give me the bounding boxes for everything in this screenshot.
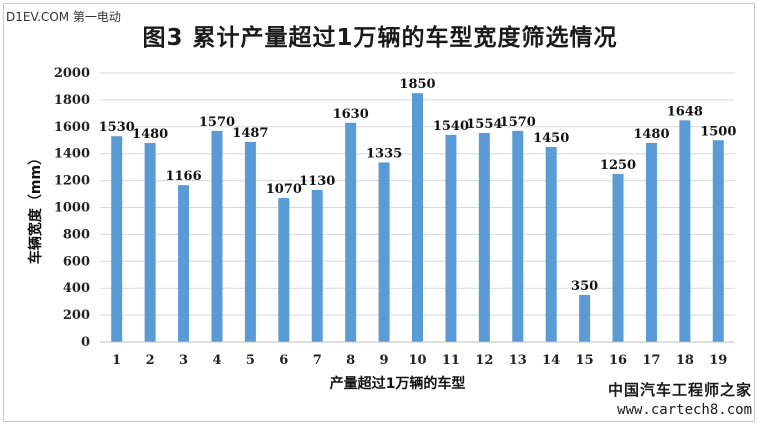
bar xyxy=(211,130,223,342)
bar xyxy=(311,190,323,342)
x-tick-labels: 1 2 3 4 5 6 7 8 9 10 11 12 13 14 15 16 17 18 19 xyxy=(112,353,727,368)
y-tick-label: 1400 xyxy=(54,147,90,162)
x-tick-label: 8 xyxy=(346,353,355,368)
data-label: 1554 xyxy=(466,117,502,132)
bar xyxy=(144,142,156,342)
y-tick-label: 200 xyxy=(63,308,90,323)
y-tick-label: 1600 xyxy=(54,120,90,135)
y-tick-label: 0 xyxy=(81,335,90,350)
data-label: 1070 xyxy=(266,182,302,197)
watermark-site-name: 中国汽车工程师之家 xyxy=(607,381,752,399)
watermark-bottom: 中国汽车工程师之家 www.cartech8.com xyxy=(608,379,752,418)
bars xyxy=(111,93,724,343)
y-tick-label: 1000 xyxy=(54,201,90,216)
data-label: 1630 xyxy=(333,107,369,122)
bar xyxy=(712,140,724,342)
y-tick-label: 800 xyxy=(63,227,90,242)
x-axis-label: 产量超过1万辆的车型 xyxy=(330,375,466,392)
chart-frame xyxy=(3,3,755,422)
x-tick-label: 16 xyxy=(609,353,627,368)
bar xyxy=(345,122,357,342)
x-tick-label: 13 xyxy=(509,353,527,368)
data-label: 1648 xyxy=(667,104,703,119)
bar xyxy=(378,162,390,342)
x-tick-label: 9 xyxy=(380,353,389,368)
data-label: 1487 xyxy=(232,126,268,141)
x-tick-label: 17 xyxy=(642,353,660,368)
bar xyxy=(111,136,123,342)
data-label: 1166 xyxy=(165,169,201,184)
y-tick-label: 600 xyxy=(63,254,90,269)
x-tick-label: 10 xyxy=(408,353,426,368)
bar xyxy=(278,198,290,342)
data-labels: 1530148011661570148710701130163013351850… xyxy=(99,77,737,294)
y-tick-label: 1800 xyxy=(54,93,90,108)
bar xyxy=(645,142,657,342)
data-label: 1130 xyxy=(299,174,335,189)
y-tick-label: 1200 xyxy=(54,174,90,189)
data-label: 1570 xyxy=(500,115,536,130)
data-label: 1480 xyxy=(633,127,669,142)
bar xyxy=(178,185,190,342)
bar xyxy=(478,132,490,342)
x-tick-label: 6 xyxy=(279,353,288,368)
y-tick-label: 400 xyxy=(63,281,90,296)
bar xyxy=(244,141,256,342)
y-tick-label: 2000 xyxy=(54,66,90,81)
watermark-top: D1EV.COM 第一电动 xyxy=(6,10,121,24)
x-tick-label: 4 xyxy=(212,353,221,368)
bar xyxy=(545,146,557,342)
data-label: 1450 xyxy=(533,131,569,146)
data-label: 1335 xyxy=(366,146,402,161)
data-label: 350 xyxy=(571,279,598,294)
watermark-url: www.cartech8.com xyxy=(617,402,752,418)
y-tick-labels: 0 200 400 600 800 1000 1200 1400 1600 1800 2000 xyxy=(54,66,90,350)
bar xyxy=(679,120,691,343)
chart-title: 图3 累计产量超过1万辆的车型宽度筛选情况 xyxy=(142,25,618,51)
x-tick-label: 1 xyxy=(112,353,121,368)
data-label: 1850 xyxy=(399,77,435,92)
x-tick-label: 19 xyxy=(709,353,727,368)
data-label: 1530 xyxy=(99,120,135,135)
x-tick-label: 18 xyxy=(676,353,694,368)
data-label: 1500 xyxy=(700,124,736,139)
bar xyxy=(445,134,457,342)
x-tick-label: 2 xyxy=(146,353,155,368)
x-tick-label: 5 xyxy=(246,353,255,368)
x-tick-label: 14 xyxy=(542,353,560,368)
y-axis-label: 车辆宽度（mm） xyxy=(27,151,44,264)
x-tick-label: 12 xyxy=(475,353,493,368)
x-tick-label: 15 xyxy=(576,353,594,368)
data-label: 1570 xyxy=(199,115,235,130)
bar xyxy=(579,294,591,342)
x-tick-label: 11 xyxy=(442,353,460,368)
bar xyxy=(612,173,624,342)
x-tick-label: 3 xyxy=(179,353,188,368)
bar xyxy=(512,130,524,342)
data-label: 1250 xyxy=(600,158,636,173)
data-label: 1480 xyxy=(132,127,168,142)
bar xyxy=(412,93,423,342)
x-tick-label: 7 xyxy=(313,353,322,368)
data-label: 1540 xyxy=(433,119,469,134)
